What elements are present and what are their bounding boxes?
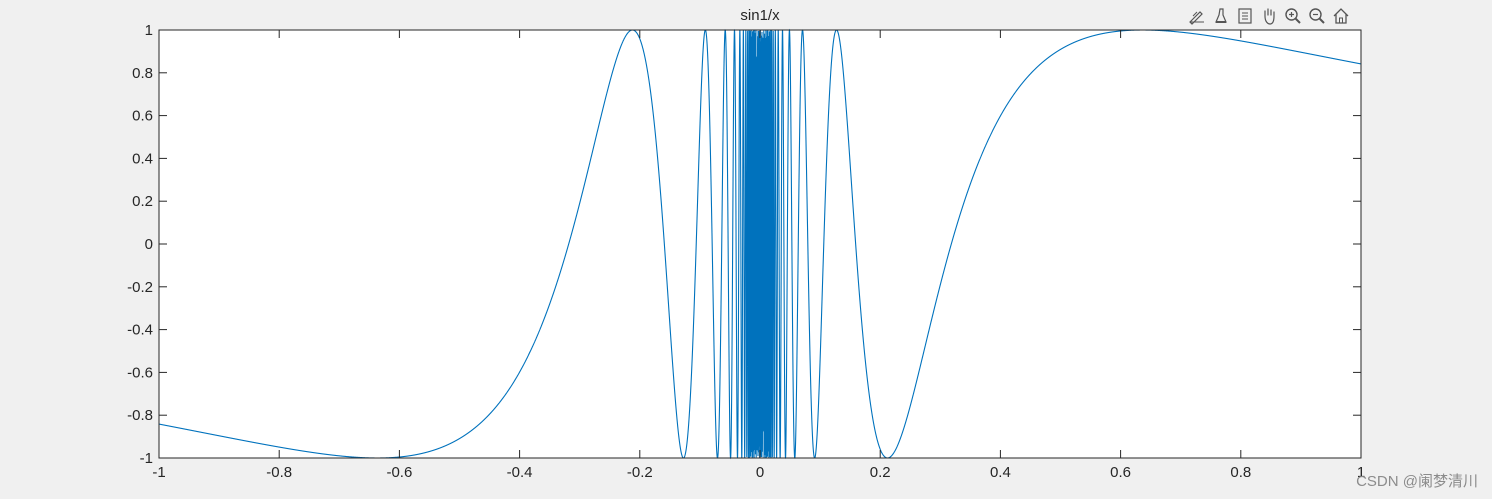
chart-title: sin1/x bbox=[740, 7, 780, 24]
y-tick-label: -0.4 bbox=[127, 322, 153, 339]
x-tick-label: -0.4 bbox=[507, 464, 533, 481]
y-tick-label: -0.6 bbox=[127, 364, 153, 381]
x-tick-label: -0.6 bbox=[386, 464, 412, 481]
x-tick-label: 0 bbox=[756, 464, 764, 481]
y-tick-label: 0.2 bbox=[132, 193, 153, 210]
x-tick-label: 0.4 bbox=[990, 464, 1011, 481]
axes-box bbox=[158, 29, 1362, 459]
y-tick-label: -0.2 bbox=[127, 279, 153, 296]
series-line-sin-1-over-x bbox=[158, 28, 1362, 460]
curve-layer bbox=[158, 28, 1362, 460]
zoom-in-icon[interactable] bbox=[1282, 5, 1304, 27]
legend-icon[interactable] bbox=[1234, 5, 1256, 27]
y-tick-label: -1 bbox=[140, 450, 153, 467]
watermark-text: CSDN @阑梦清川 bbox=[1356, 473, 1478, 490]
y-tick-label: -0.8 bbox=[127, 407, 153, 424]
x-tick-label: 0.2 bbox=[870, 464, 891, 481]
x-tick-label: -1 bbox=[152, 464, 165, 481]
y-tick-label: 0.4 bbox=[132, 150, 153, 167]
x-tick-label: -0.8 bbox=[266, 464, 292, 481]
x-tick-label: 0.8 bbox=[1230, 464, 1251, 481]
data-tips-icon[interactable] bbox=[1186, 5, 1208, 27]
pan-icon[interactable] bbox=[1258, 5, 1280, 27]
x-tick-label: 0.6 bbox=[1110, 464, 1131, 481]
y-tick-label: 0.6 bbox=[132, 108, 153, 125]
zoom-out-icon[interactable] bbox=[1306, 5, 1328, 27]
y-tick-label: 0.8 bbox=[132, 65, 153, 82]
y-tick-label: 0 bbox=[145, 236, 153, 253]
figure-toolbar bbox=[1186, 5, 1352, 27]
brush-icon[interactable] bbox=[1210, 5, 1232, 27]
y-tick-label: 1 bbox=[145, 22, 153, 39]
home-icon[interactable] bbox=[1330, 5, 1352, 27]
x-tick-label: 1 bbox=[1357, 464, 1365, 481]
x-tick-label: -0.2 bbox=[627, 464, 653, 481]
tick-layer: -1 -0.8 -0.6 -0.4 -0.2 0 0.2 0.4 0.6 0.8 1 -1 -0.8 -0… bbox=[127, 22, 1365, 481]
